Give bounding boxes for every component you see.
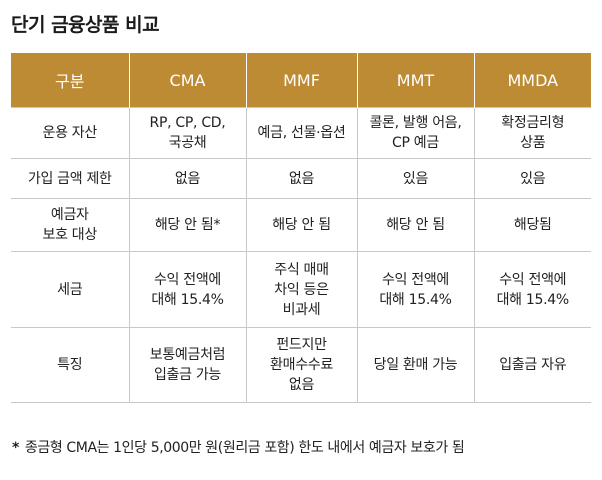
header-mmt: MMT xyxy=(356,53,474,108)
cell-text: 운용 자산 xyxy=(42,125,98,141)
table-cell: 없음 xyxy=(245,158,357,199)
footnote-text: 종금형 CMA는 1인당 5,000만 원(원리금 포함) 한도 내에서 예금자… xyxy=(24,440,465,456)
table-row: 가입 금액 제한 없음 없음 있음 있음 xyxy=(11,158,591,199)
table-cell: 펀드지만 환매수수료 없음 xyxy=(245,327,357,403)
cell-text: 예금, 선물·옵션 xyxy=(257,125,346,141)
cell-text: 수익 전액에 대해 15.4% xyxy=(151,271,224,308)
cell-text: 있음 xyxy=(402,170,429,187)
table-row: 세금 수익 전액에 대해 15.4% 주식 매매 차익 등은 비과세 수익 전액… xyxy=(11,251,591,328)
cell-text: 보통예금처럼 입출금 가능 xyxy=(149,347,226,383)
table-cell: 해당 안 됨 xyxy=(356,198,474,252)
cell-text: 콜론, 발행 어음, CP 예금 xyxy=(369,115,462,151)
table-cell: 있음 xyxy=(473,158,591,199)
table-cell: 없음 xyxy=(128,158,246,199)
cell-text: 특징 xyxy=(57,357,83,373)
cell-text: 해당됨 xyxy=(513,217,552,233)
cell-text: 입출금 자유 xyxy=(499,357,567,373)
cell-text: 수익 전액에 대해 15.4% xyxy=(379,271,452,308)
cell-text: 있음 xyxy=(520,170,546,187)
row-label: 운용 자산 xyxy=(11,107,129,159)
table-cell: RP, CP, CD, 국공채 xyxy=(128,107,246,159)
table-cell: 해당됨 xyxy=(473,198,591,252)
header-cma: CMA xyxy=(128,53,246,108)
cell-text: 펀드지만 환매수수료 없음 xyxy=(270,337,333,393)
row-label: 가입 금액 제한 xyxy=(11,158,129,199)
table-cell: 주식 매매 차익 등은 비과세 xyxy=(245,251,357,328)
cell-text: 당일 환매 가능 xyxy=(373,357,458,373)
table-cell: 입출금 자유 xyxy=(473,327,591,403)
cell-text: 수익 전액에 대해 15.4% xyxy=(496,271,570,308)
cell-text: 없음 xyxy=(288,170,315,187)
cell-text: 가입 금액 제한 xyxy=(27,170,112,187)
table-cell: 수익 전액에 대해 15.4% xyxy=(356,251,474,328)
comparison-table: 구분 CMA MMF MMT MMDA 운용 자산 RP, CP, CD, 국공… xyxy=(11,53,591,403)
table-row: 특징 보통예금처럼 입출금 가능 펀드지만 환매수수료 없음 당일 환매 가능 … xyxy=(11,327,591,403)
header-mmda: MMDA xyxy=(473,53,591,108)
table-cell: 콜론, 발행 어음, CP 예금 xyxy=(356,107,474,159)
footnote-mark: * xyxy=(12,440,19,456)
cell-text: 해당 안 됨 xyxy=(272,217,331,233)
table-cell: 예금, 선물·옵션 xyxy=(245,107,357,159)
table-cell: 수익 전액에 대해 15.4% xyxy=(473,251,591,328)
table-cell: 해당 안 됨* xyxy=(128,198,246,252)
cell-text: 확정금리형 상품 xyxy=(501,115,565,151)
cell-text: 주식 매매 차익 등은 비과세 xyxy=(274,261,329,318)
cell-text: 예금자 보호 대상 xyxy=(42,207,98,243)
cell-text: RP, CP, CD, 국공채 xyxy=(149,115,226,151)
table-header-row: 구분 CMA MMF MMT MMDA xyxy=(11,53,591,108)
footnote: * 종금형 CMA는 1인당 5,000만 원(원리금 포함) 한도 내에서 예금… xyxy=(12,437,465,457)
cell-text: 세금 xyxy=(57,281,83,298)
table-cell: 확정금리형 상품 xyxy=(473,107,591,159)
table-cell: 수익 전액에 대해 15.4% xyxy=(128,251,246,328)
table-cell: 보통예금처럼 입출금 가능 xyxy=(128,327,246,403)
table-cell: 해당 안 됨 xyxy=(245,198,357,252)
table-cell: 있음 xyxy=(356,158,474,199)
header-category: 구분 xyxy=(11,53,129,108)
cell-text: 해당 안 됨* xyxy=(154,217,221,233)
table-row: 예금자 보호 대상 해당 안 됨* 해당 안 됨 해당 안 됨 해당됨 xyxy=(11,198,591,252)
row-label: 세금 xyxy=(11,251,129,328)
header-mmf: MMF xyxy=(245,53,357,108)
table-cell: 당일 환매 가능 xyxy=(356,327,474,403)
row-label: 예금자 보호 대상 xyxy=(11,198,129,252)
cell-text: 해당 안 됨 xyxy=(386,217,445,233)
page-title: 단기 금융상품 비교 xyxy=(11,14,160,36)
cell-text: 없음 xyxy=(174,170,201,187)
row-label: 특징 xyxy=(11,327,129,403)
table-row: 운용 자산 RP, CP, CD, 국공채 예금, 선물·옵션 콜론, 발행 어… xyxy=(11,107,591,159)
